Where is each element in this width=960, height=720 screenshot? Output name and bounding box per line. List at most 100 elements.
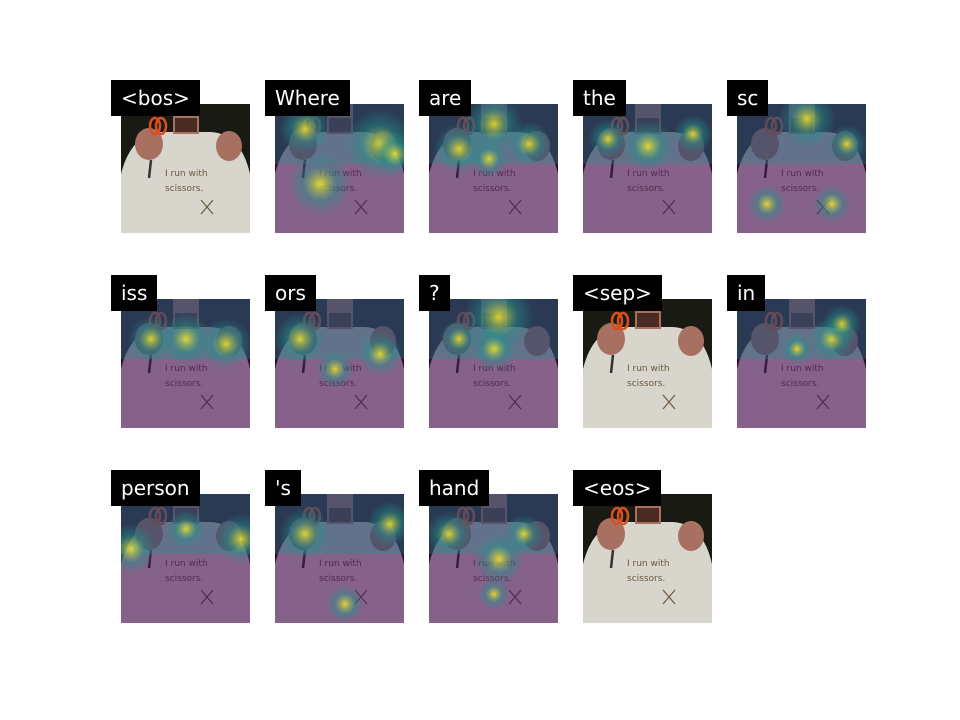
token-panel: I run with scissors. <bos>: [111, 80, 251, 240]
token-label: in: [727, 275, 766, 311]
token-label: <sep>: [573, 275, 662, 311]
attention-image-svg: I run with scissors.: [583, 494, 712, 623]
heatmap-hotspot: [622, 120, 674, 172]
attention-heatmap: [737, 104, 866, 233]
heatmap-hotspot: [471, 326, 517, 372]
token-panel: I run with scissors. <sep>: [573, 275, 713, 435]
attention-heatmap: [275, 494, 404, 623]
token-label: hand: [419, 470, 490, 506]
attention-image-svg: I run with scissors.: [121, 104, 250, 233]
attention-image-svg: I run with scissors.: [583, 299, 712, 428]
heatmap-hotspot: [429, 511, 472, 557]
left-hand-shape: [135, 128, 163, 160]
shirt-text-line-2: scissors.: [165, 184, 203, 194]
heatmap-hotspot: [121, 523, 157, 575]
scissors-handle-right: [616, 506, 630, 526]
token-label: iss: [111, 275, 158, 311]
heatmap-hotspot: [812, 184, 852, 224]
right-hand-shape: [678, 326, 704, 356]
beard-shape: [175, 118, 197, 132]
heatmap-hotspot: [781, 333, 813, 365]
heatmap-hotspot: [315, 349, 355, 389]
heatmap-hotspot: [275, 313, 326, 365]
attention-image: I run with scissors.: [121, 104, 250, 233]
beard-shape: [637, 313, 659, 327]
heatmap-hotspot: [166, 509, 206, 549]
heatmap-hotspot: [128, 316, 174, 362]
token-label: person: [111, 470, 200, 506]
shirt-scissors-drawing: [662, 589, 676, 605]
scissors-handle-left: [610, 506, 624, 526]
attention-heatmap: [275, 104, 404, 233]
heatmap-hotspot: [372, 131, 404, 177]
heatmap-hotspot: [439, 319, 479, 359]
right-hand-shape: [678, 521, 704, 551]
attention-heatmap: [275, 299, 404, 428]
heatmap-hotspot: [288, 152, 352, 216]
shirt-text-line-1: I run with: [165, 169, 208, 179]
attention-heatmap: [583, 104, 712, 233]
heatmap-hotspot: [673, 114, 712, 154]
right-hand-shape: [216, 131, 242, 161]
shirt-scissors-drawing: [200, 199, 214, 215]
shirt-scissors-drawing: [662, 394, 676, 410]
heatmap-hotspot: [367, 501, 404, 547]
scissors-blade: [147, 159, 153, 179]
attention-heatmap: [429, 299, 558, 428]
attention-heatmap: [429, 104, 558, 233]
heatmap-hotspot: [478, 578, 510, 610]
heatmap-hotspot: [279, 508, 331, 560]
token-label: sc: [727, 80, 769, 116]
heatmap-hotspot: [357, 331, 403, 377]
shirt-text-line-1: I run with: [627, 559, 670, 569]
scissors-handle-left: [610, 311, 624, 331]
scissors-handle-left: [148, 116, 162, 136]
heatmap-hotspot: [747, 184, 787, 224]
attention-image: I run with scissors.: [583, 299, 712, 428]
attention-heatmap: [429, 494, 558, 623]
beard-shape: [637, 508, 659, 522]
heatmap-hotspot: [822, 304, 862, 344]
attention-heatmap: [121, 299, 250, 428]
heatmap-hotspot: [325, 584, 365, 623]
token-panel: I run with scissors. <eos>: [573, 470, 713, 630]
attention-image: I run with scissors.: [583, 494, 712, 623]
token-label: are: [419, 80, 472, 116]
token-label: 's: [265, 470, 301, 506]
shirt-text-line-1: I run with: [627, 364, 670, 374]
shirt-text-line-2: scissors.: [627, 574, 665, 584]
scissors-handle-right: [616, 311, 630, 331]
shirt-text-line-2: scissors.: [627, 379, 665, 389]
heatmap-hotspot: [160, 313, 212, 365]
heatmap-hotspot: [215, 513, 250, 565]
token-label: Where: [265, 80, 350, 116]
attention-heatmap: [121, 494, 250, 623]
